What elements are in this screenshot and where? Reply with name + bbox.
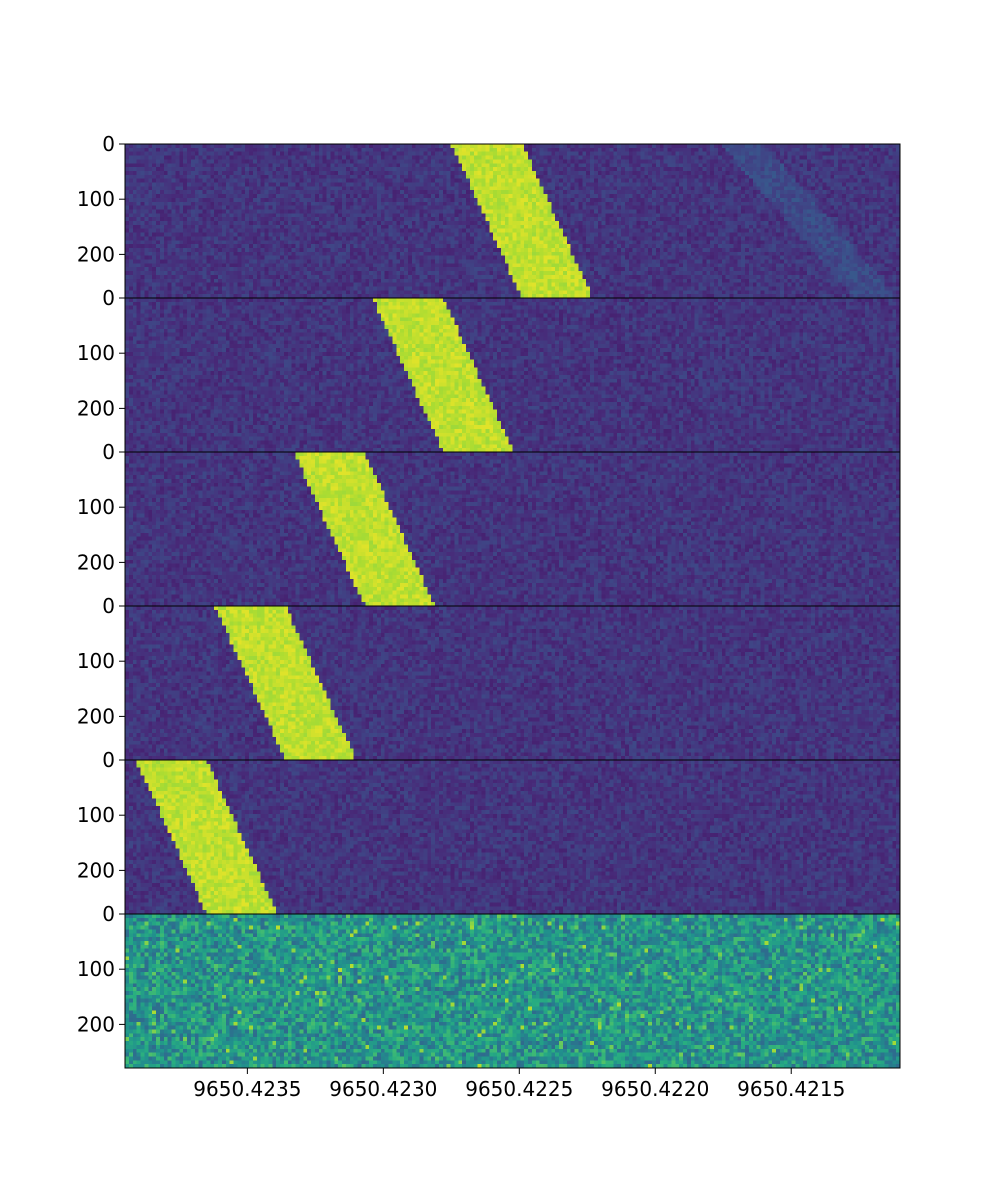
panel-5-y-tick-label: 100 [77, 803, 115, 827]
panel-6-heatmap [125, 914, 900, 1068]
panel-2-y-tick-label: 100 [77, 341, 115, 365]
panel-3: 0 100 200 [77, 440, 901, 607]
x-tick-label: 9650.4225 [465, 1077, 573, 1101]
x-tick-label: 9650.4220 [601, 1077, 709, 1101]
x-tick-label: 9650.4235 [193, 1077, 301, 1101]
panel-5-y-tick-label: 200 [77, 858, 115, 882]
panel-4-y-tick-label: 200 [77, 704, 115, 728]
panel-3-y-tick-label: 100 [77, 495, 115, 519]
panel-3-y-tick-label: 200 [77, 550, 115, 574]
panel-3-y-tick-label: 0 [102, 440, 115, 464]
panel-4-y-tick-label: 100 [77, 649, 115, 673]
axes-layer: 9650.4235 9650.4230 9650.4225 9650.4220 9650… [193, 1068, 845, 1101]
panel-6-y-tick-label: 100 [77, 957, 115, 981]
panel-6: 0 100 200 [77, 902, 901, 1069]
panel-2-heatmap [125, 298, 900, 452]
panel-1-y-tick-label: 0 [102, 132, 115, 156]
panel-1-y-tick-label: 200 [77, 242, 115, 266]
panel-1: 0 100 200 [77, 132, 901, 299]
panel-2-y-tick-label: 200 [77, 396, 115, 420]
panel-6-y-tick-label: 200 [77, 1012, 115, 1036]
panel-4-heatmap [125, 606, 900, 760]
x-tick-label: 9650.4215 [737, 1077, 845, 1101]
panel-6-frame [124, 913, 901, 1069]
panel-1-y-tick-label: 100 [77, 187, 115, 211]
panel-5-heatmap [125, 760, 900, 914]
x-tick-label: 9650.4230 [329, 1077, 437, 1101]
panel-2: 0 100 200 [77, 286, 901, 453]
panel-1-heatmap [125, 144, 900, 298]
panel-3-heatmap [125, 452, 900, 606]
panels-layer: 0 100 200 0 100 200 0 100 200 0 100 200 0 100 200 0 100 2… [77, 132, 901, 1069]
panel-4-y-tick-label: 0 [102, 594, 115, 618]
panel-5-y-tick-label: 0 [102, 748, 115, 772]
panel-4: 0 100 200 [77, 594, 901, 761]
panel-5: 0 100 200 [77, 748, 901, 915]
panel-2-y-tick-label: 0 [102, 286, 115, 310]
panel-6-y-tick-label: 0 [102, 902, 115, 926]
